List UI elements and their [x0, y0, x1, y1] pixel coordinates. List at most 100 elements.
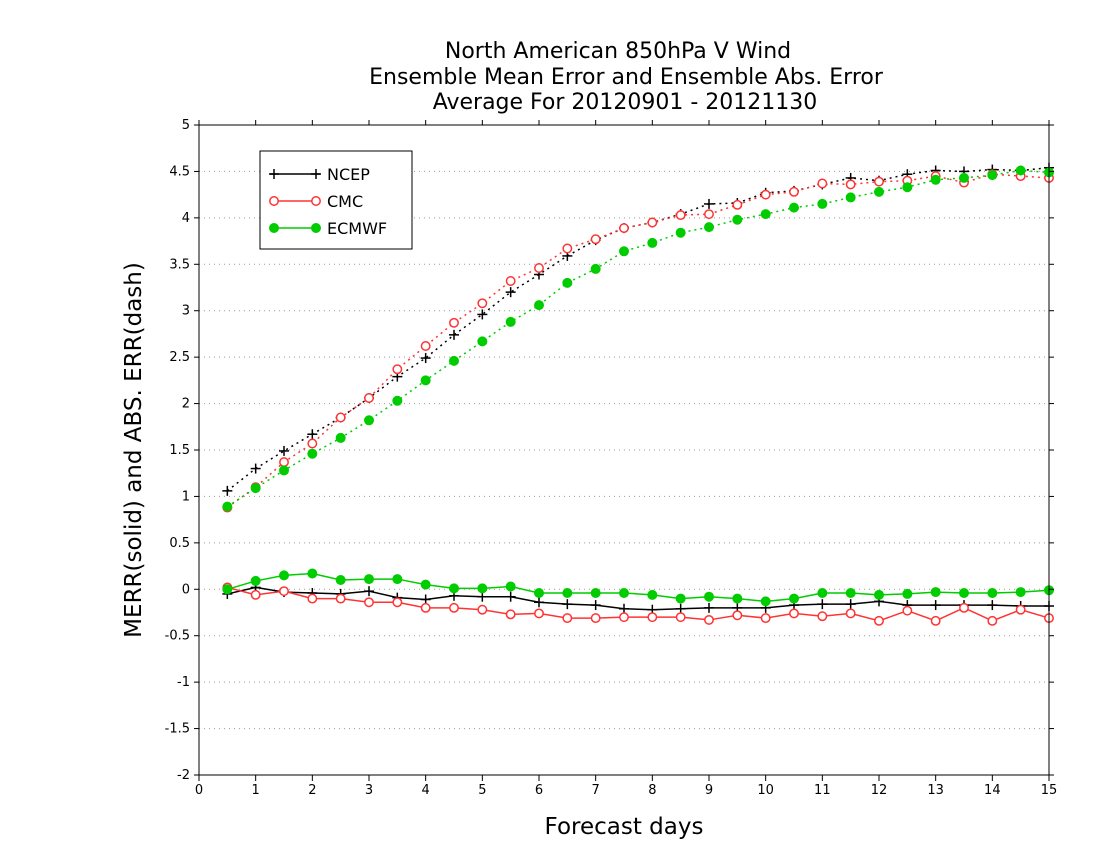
legend-marker-left-ecmwf [269, 223, 279, 233]
abs-error-point-cmc [704, 209, 714, 220]
abs-error-point-ecmwf [335, 432, 346, 443]
mean-error-point-cmc [1015, 604, 1026, 615]
y-tick-label: 1.5 [169, 443, 190, 458]
mean-error-point-ncep [562, 599, 573, 610]
abs-error-point-cmc [732, 199, 743, 210]
mean-error-point-cmc [279, 586, 289, 597]
y-tick-label: 2.5 [169, 350, 190, 365]
x-tick-label: 6 [535, 783, 543, 798]
mean-error-point-ecmwf [364, 574, 374, 585]
mean-error-point-ncep [619, 603, 629, 614]
abs-error-point-ecmwf [704, 222, 714, 233]
mean-error-line-ncep [227, 586, 1049, 611]
mean-error-point-cmc [704, 614, 714, 625]
abs-error-point-ncep [420, 353, 431, 364]
y-axis: -2 -1.5 -1 -0.5 0 0.5 1 1.5 2 2.5 3 3.5 4 4.5 5 [165, 118, 1054, 783]
y-tick-label: -2 [177, 768, 190, 783]
mean-error-point-ecmwf [505, 581, 516, 592]
mean-error-point-cmc [845, 608, 856, 619]
mean-error-point-cmc [449, 602, 459, 613]
legend-marker-right-ecmwf [311, 223, 321, 233]
abs-error-point-ecmwf [845, 192, 856, 203]
abs-error-point-ecmwf [619, 246, 629, 257]
x-tick-label: 2 [308, 783, 316, 798]
abs-error-point-ecmwf [647, 237, 658, 248]
y-tick-label: 4.5 [169, 164, 190, 179]
abs-error-point-ecmwf [279, 465, 289, 476]
mean-error-point-cmc [732, 610, 743, 621]
mean-error-point-cmc [817, 611, 828, 622]
abs-error-point-cmc [505, 276, 516, 286]
y-tick-label: -1.5 [165, 722, 190, 737]
mean-error-point-cmc [789, 608, 799, 619]
mean-error-point-ecmwf [704, 591, 714, 602]
abs-error-point-cmc [392, 364, 403, 375]
title-line-2: Ensemble Mean Error and Ensemble Abs. Er… [369, 65, 884, 90]
abs-error-point-ecmwf [789, 202, 799, 213]
mean-error-point-ecmwf [959, 588, 969, 598]
mean-error-point-cmc [675, 612, 686, 623]
abs-error-point-ecmwf [449, 355, 459, 366]
mean-error-point-ecmwf [874, 589, 884, 600]
abs-error-point-ecmwf [392, 395, 403, 406]
x-tick-label: 1 [252, 783, 260, 798]
abs-error-point-ecmwf [307, 448, 318, 459]
abs-error-point-ncep [279, 445, 289, 456]
abs-error-point-cmc [874, 176, 884, 187]
chart-title: North American 850hPa V Wind Ensemble Me… [369, 39, 884, 115]
abs-error-point-ecmwf [534, 300, 544, 311]
x-tick-label: 13 [927, 783, 944, 798]
abs-error-point-ecmwf [675, 227, 686, 238]
mean-error-point-ncep [590, 600, 601, 611]
mean-error-point-ncep [817, 599, 828, 610]
abs-error-point-ecmwf [505, 316, 516, 327]
abs-error-point-ncep [704, 198, 714, 209]
x-tick-label: 15 [1041, 783, 1058, 798]
x-tick-label: 7 [592, 783, 600, 798]
x-tick-label: 12 [871, 783, 888, 798]
mean-error-point-cmc [619, 612, 629, 623]
x-tick-label: 9 [705, 783, 713, 798]
mean-error-line-ecmwf [227, 572, 1050, 603]
mean-error-point-cmc [987, 615, 998, 626]
y-tick-label: 3.5 [169, 257, 190, 272]
mean-error-point-cmc [250, 589, 261, 600]
title-line-3: Average For 20120901 - 20121130 [433, 90, 818, 115]
abs-error-point-ecmwf [902, 182, 913, 193]
mean-error-point-ncep [420, 594, 431, 605]
mean-error-point-ncep [930, 600, 941, 611]
mean-error-point-ecmwf [647, 589, 658, 600]
series-ecmwf [222, 165, 1054, 607]
mean-error-point-cmc [364, 597, 374, 608]
abs-error-point-ncep [477, 309, 488, 320]
y-tick-label: 0 [182, 582, 190, 597]
x-tick-label: 8 [648, 783, 656, 798]
y-tick-label: 4 [182, 211, 190, 226]
mean-error-point-cmc [874, 615, 884, 626]
y-tick-label: -1 [177, 675, 190, 690]
mean-error-point-ecmwf [449, 583, 459, 594]
mean-error-point-cmc [307, 593, 318, 604]
abs-error-point-cmc [449, 317, 459, 328]
mean-error-point-ecmwf [930, 587, 941, 598]
y-tick-label: 5 [182, 118, 190, 133]
abs-error-point-cmc [562, 243, 573, 254]
abs-error-point-cmc [364, 393, 374, 403]
x-axis-label: Forecast days [545, 814, 704, 840]
abs-error-point-cmc [760, 189, 771, 200]
mean-error-point-ncep [845, 599, 856, 610]
abs-error-point-ecmwf [590, 263, 601, 274]
mean-error-point-ncep [675, 603, 686, 614]
abs-error-point-ecmwf [222, 501, 233, 512]
abs-error-point-ecmwf [987, 170, 998, 181]
mean-error-point-ecmwf [789, 593, 799, 604]
mean-error-point-ecmwf [732, 593, 743, 604]
mean-error-point-ecmwf [279, 570, 289, 581]
mean-error-point-ecmwf [902, 588, 913, 599]
y-tick-label: 1 [182, 489, 190, 504]
abs-error-point-cmc [534, 263, 544, 273]
y-tick-label: 3 [182, 304, 190, 319]
mean-error-point-ecmwf [845, 588, 856, 598]
abs-error-point-cmc [420, 341, 431, 351]
abs-error-point-ecmwf [959, 172, 969, 183]
